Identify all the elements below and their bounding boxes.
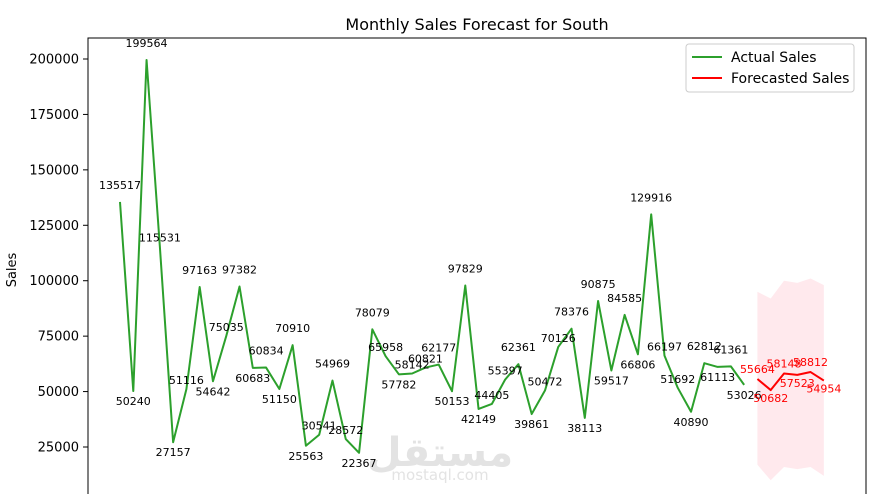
data-label-actual: 62812 <box>687 340 722 353</box>
data-label-forecast: 58812 <box>793 356 828 369</box>
data-label-actual: 22367 <box>342 457 377 470</box>
data-label-actual: 97382 <box>222 264 257 277</box>
data-label-actual: 60821 <box>408 353 443 366</box>
chart-title: Monthly Sales Forecast for South <box>345 15 608 34</box>
data-label-actual: 60683 <box>235 372 270 385</box>
watermark-arabic: مستقل <box>367 430 513 476</box>
data-label-actual: 61113 <box>700 371 735 384</box>
y-tick-label: 125000 <box>29 219 79 234</box>
y-axis-title: Sales <box>5 252 20 287</box>
legend-box <box>685 43 855 93</box>
data-label-actual: 51116 <box>169 374 204 387</box>
data-label-actual: 25563 <box>288 450 323 463</box>
series-layer <box>119 58 825 454</box>
legend-label-forecast: Forecasted Sales <box>731 71 849 87</box>
data-label-actual: 54969 <box>315 358 350 371</box>
y-tick-label: 150000 <box>29 163 79 178</box>
data-label-actual: 70910 <box>275 322 310 335</box>
data-label-actual: 39861 <box>514 418 549 431</box>
data-label-actual: 50240 <box>116 395 151 408</box>
confidence-band <box>757 278 824 481</box>
data-label-actual: 28572 <box>328 424 363 437</box>
data-label-forecast: 58148 <box>767 358 802 371</box>
data-label-actual: 38113 <box>567 422 602 435</box>
data-label-actual: 59517 <box>594 374 629 387</box>
plot-frame <box>87 37 867 494</box>
data-label-actual: 44405 <box>474 389 509 402</box>
data-label-actual: 66197 <box>647 341 682 354</box>
data-label-actual: 55397 <box>488 365 523 378</box>
data-label-actual: 61361 <box>713 343 748 356</box>
y-tick-label: 175000 <box>29 108 79 123</box>
y-tick-label: 50000 <box>38 385 79 400</box>
watermark: مستقل mostaql.com <box>367 430 513 484</box>
data-label-forecast: 57523 <box>780 377 815 390</box>
data-label-actual: 54642 <box>195 385 230 398</box>
data-label-actual: 62361 <box>501 341 536 354</box>
data-label-actual: 115531 <box>139 231 181 244</box>
confidence-band-layer <box>757 278 824 481</box>
data-label-actual: 78376 <box>554 306 589 319</box>
data-label-actual: 97163 <box>182 264 217 277</box>
data-label-actual: 40890 <box>674 416 709 429</box>
data-label-actual: 30541 <box>302 420 337 433</box>
data-label-forecast: 55664 <box>740 363 775 376</box>
series-line-actual-sales <box>119 58 745 454</box>
data-label-actual: 50472 <box>527 376 562 389</box>
watermark-latin: mostaql.com <box>391 466 488 484</box>
y-tick-label: 100000 <box>29 274 79 289</box>
legend: Actual Sales Forecasted Sales <box>685 43 855 93</box>
data-label-actual: 129916 <box>630 191 672 204</box>
data-label-actual: 75035 <box>209 321 244 334</box>
legend-label-actual: Actual Sales <box>731 50 817 66</box>
data-label-actual: 65958 <box>368 341 403 354</box>
data-label-actual: 135517 <box>99 179 141 192</box>
data-label-actual: 66806 <box>620 358 655 371</box>
data-label-actual: 51150 <box>262 393 297 406</box>
y-tick-label: 25000 <box>38 441 79 456</box>
data-label-actual: 58142 <box>395 359 430 372</box>
data-label-actual: 51692 <box>660 373 695 386</box>
data-label-actual: 199564 <box>126 37 168 50</box>
data-label-actual: 42149 <box>461 413 496 426</box>
axes-layer <box>87 37 867 494</box>
y-tick-label: 200000 <box>29 53 79 68</box>
data-label-actual: 84585 <box>607 292 642 305</box>
y-tick-label: 75000 <box>38 330 79 345</box>
data-label-actual: 60834 <box>249 345 284 358</box>
data-label-actual: 62177 <box>421 342 456 355</box>
data-label-actual: 90875 <box>581 278 616 291</box>
data-label-actual: 57782 <box>381 378 416 391</box>
data-labels-layer: 135517 50240 199564 115531 27157 51116 97163 54… <box>99 37 841 470</box>
y-ticks-layer: 25000 50000 75000 100000 125000 150000 175000 2… <box>29 53 88 456</box>
data-label-actual: 50153 <box>435 395 470 408</box>
data-label-actual: 97829 <box>448 263 483 276</box>
data-label-forecast: 50682 <box>753 392 788 405</box>
data-label-actual: 78079 <box>355 306 390 319</box>
data-label-actual: 27157 <box>156 446 191 459</box>
data-label-actual: 53026 <box>727 389 762 402</box>
data-label-actual: 70126 <box>541 332 576 345</box>
series-line-forecasted-sales <box>756 371 825 392</box>
data-label-forecast: 54954 <box>806 383 841 396</box>
